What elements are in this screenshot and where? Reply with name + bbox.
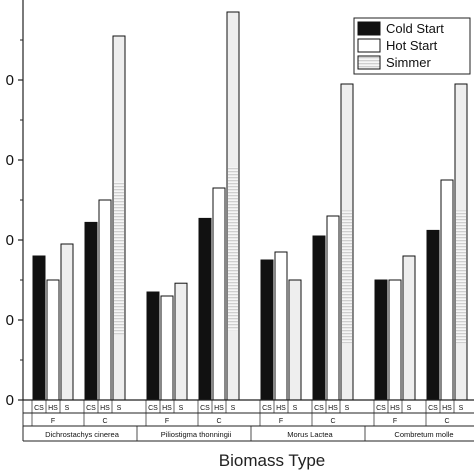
- legend-swatch-cs: [357, 21, 381, 36]
- table-cell-label: CS: [262, 405, 272, 412]
- y-axis: 0 0 0 0 0: [6, 0, 24, 409]
- simmer-bar-texture: [342, 210, 352, 344]
- table-cell-label: CS: [200, 405, 210, 412]
- bar-s: [174, 282, 188, 401]
- table-group-label: Piliostigma thonningii: [161, 430, 232, 439]
- table-sub-label: F: [51, 418, 55, 425]
- table-cell-label: CS: [314, 405, 324, 412]
- table-cell-label: HS: [442, 405, 452, 412]
- table-sub-label: F: [165, 418, 169, 425]
- table-cell-label: S: [179, 405, 184, 412]
- legend-swatch-hs: [357, 38, 381, 53]
- table-cell-label: S: [407, 405, 412, 412]
- table-cell-label: CS: [376, 405, 386, 412]
- bar-hs: [46, 279, 60, 401]
- bar-cs: [260, 259, 274, 401]
- table-group-label: Dichrostachys cinerea: [45, 430, 120, 439]
- table-cell-label: S: [293, 405, 298, 412]
- bar-cs: [146, 291, 160, 401]
- table-sub-label: F: [279, 418, 283, 425]
- bar-hs: [212, 187, 226, 401]
- bar-hs: [98, 199, 112, 401]
- table-cell-label: HS: [328, 405, 338, 412]
- bar-cs: [84, 221, 98, 401]
- table-sub-label: C: [102, 418, 107, 425]
- x-category-table: CS HS S CS HS S CS HS S CS HS S CS HS S CS HS S CS HS S CS HS S…: [22, 400, 474, 442]
- table-cell-label: S: [65, 405, 70, 412]
- table-cell-label: S: [345, 405, 350, 412]
- table-sub-label: C: [444, 418, 449, 425]
- y-tick-label: 0: [6, 152, 14, 169]
- y-tick-label: 0: [6, 72, 14, 89]
- bar-hs: [440, 179, 454, 401]
- bar-hs: [326, 215, 340, 401]
- y-tick-label: 0: [6, 312, 14, 329]
- simmer-bar-texture: [114, 181, 124, 335]
- legend-swatch-s: [357, 55, 381, 70]
- x-axis-title: Biomass Type: [219, 451, 325, 470]
- table-cell-label: HS: [276, 405, 286, 412]
- simmer-bar-texture: [228, 167, 238, 331]
- y-tick-label: 0: [6, 232, 14, 249]
- bar-cs: [198, 217, 212, 401]
- bar-cs: [32, 255, 46, 401]
- bar-hs: [160, 295, 174, 401]
- table-cell-label: S: [459, 405, 464, 412]
- table-cell-label: S: [231, 405, 236, 412]
- table-sub-label: F: [393, 418, 397, 425]
- bar-hs: [274, 251, 288, 401]
- legend-label-s: Simmer: [386, 55, 431, 70]
- simmer-bar-texture: [456, 210, 466, 344]
- bar-s: [288, 279, 302, 401]
- table-cell-label: HS: [390, 405, 400, 412]
- legend-label-hs: Hot Start: [386, 38, 438, 53]
- table-cell-label: HS: [48, 405, 58, 412]
- table-sub-label: C: [216, 418, 221, 425]
- bar-s: [60, 243, 74, 401]
- table-cell-label: HS: [214, 405, 224, 412]
- table-group-label: Morus Lactea: [287, 430, 333, 439]
- table-cell-label: CS: [148, 405, 158, 412]
- y-tick-label: 0: [6, 392, 14, 409]
- legend-label-cs: Cold Start: [386, 21, 444, 36]
- bar-cs: [374, 279, 388, 401]
- table-sub-label: C: [330, 418, 335, 425]
- table-cell-label: CS: [428, 405, 438, 412]
- table-cell-label: S: [117, 405, 122, 412]
- bar-cs: [312, 235, 326, 401]
- legend: Cold Start Hot Start Simmer: [353, 17, 471, 75]
- bars: [23, 11, 474, 401]
- bar-cs: [426, 229, 440, 401]
- table-cell-label: HS: [100, 405, 110, 412]
- table-cell-label: CS: [34, 405, 44, 412]
- table-cell-label: HS: [162, 405, 172, 412]
- bar-s: [402, 255, 416, 401]
- bar-hs: [388, 279, 402, 401]
- table-cell-label: CS: [86, 405, 96, 412]
- table-group-label: Combretum molle: [394, 430, 453, 439]
